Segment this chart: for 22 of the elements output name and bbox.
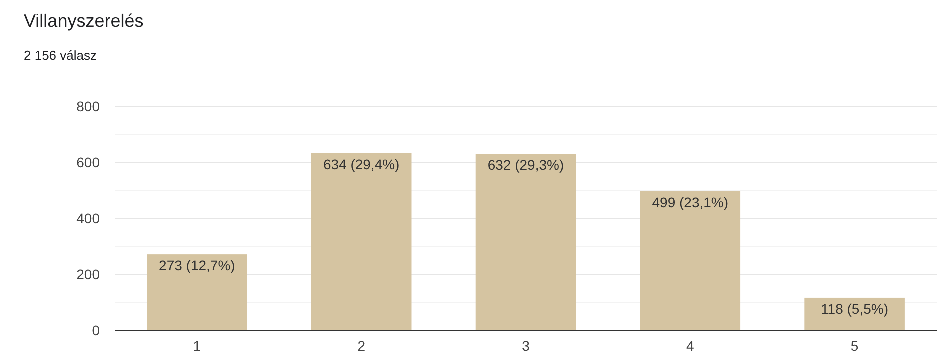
bar xyxy=(311,153,412,331)
data-label: 632 (29,3%) xyxy=(488,157,564,174)
data-label: 499 (23,1%) xyxy=(652,194,729,210)
bar xyxy=(640,191,741,331)
bar xyxy=(804,298,905,331)
y-tick-label: 600 xyxy=(76,154,100,170)
data-label: 118 (5,5%) xyxy=(821,300,889,317)
chart-title: Villanyszerelés xyxy=(24,11,144,31)
y-tick-label: 800 xyxy=(76,98,100,114)
y-tick-label: 0 xyxy=(92,322,100,338)
y-tick-label: 200 xyxy=(76,266,100,282)
bar xyxy=(476,154,576,331)
x-tick-label: 3 xyxy=(522,338,530,354)
bar xyxy=(147,254,248,331)
chart-subtitle: 2 156 válasz xyxy=(24,48,97,63)
data-label: 634 (29,4%) xyxy=(323,156,400,172)
y-tick-label: 400 xyxy=(76,210,100,226)
x-tick-label: 1 xyxy=(193,338,202,354)
x-tick-label: 2 xyxy=(358,338,366,354)
x-tick-label: 5 xyxy=(850,338,859,354)
data-label: 273 (12,7%) xyxy=(159,258,236,274)
x-tick-label: 4 xyxy=(686,338,694,354)
